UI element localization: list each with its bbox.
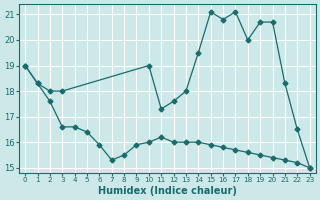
X-axis label: Humidex (Indice chaleur): Humidex (Indice chaleur) (98, 186, 237, 196)
